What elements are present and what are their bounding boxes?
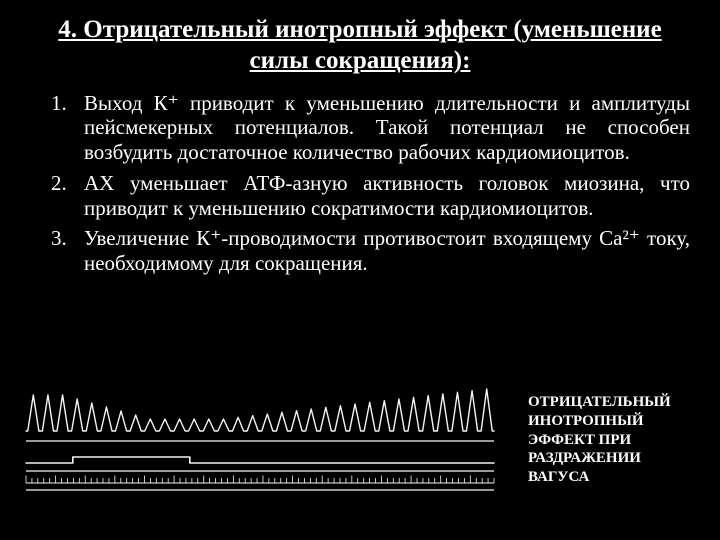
- figure-caption: ОТРИЦАТЕЛЬНЫЙ ИНОТРОПНЫЙ ЭФФЕКТ ПРИ РАЗД…: [500, 393, 700, 487]
- bullet-list: Выход К⁺ приводит к уменьшению длительно…: [46, 91, 690, 276]
- slide-title: 4. Отрицательный инотропный эффект (умен…: [30, 14, 690, 77]
- list-item: Увеличение К⁺-проводимости противостоит …: [72, 226, 690, 276]
- list-item: АХ уменьшает АТФ-азную активность голово…: [72, 171, 690, 221]
- figure-row: ОТРИЦАТЕЛЬНЫЙ ИНОТРОПНЫЙ ЭФФЕКТ ПРИ РАЗД…: [20, 370, 700, 510]
- physiology-trace-figure: [20, 375, 500, 505]
- list-item: Выход К⁺ приводит к уменьшению длительно…: [72, 91, 690, 165]
- slide-root: 4. Отрицательный инотропный эффект (умен…: [0, 0, 720, 540]
